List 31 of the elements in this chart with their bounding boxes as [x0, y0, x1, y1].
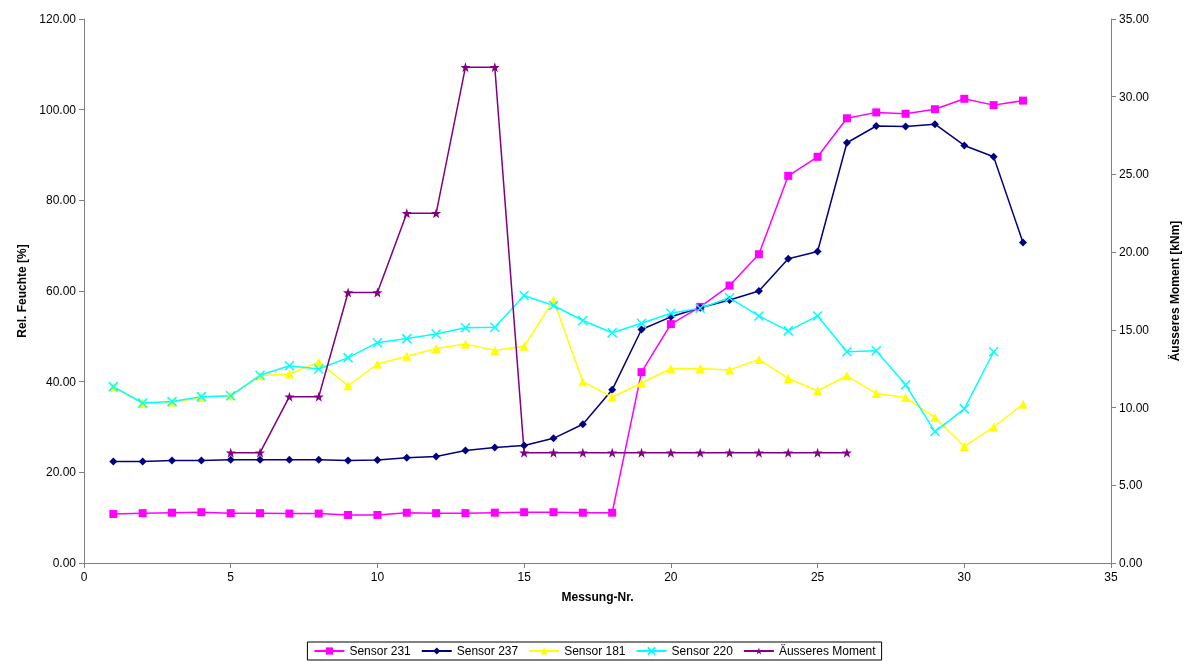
- x-tick-label: 10: [370, 570, 385, 584]
- legend-label: Äusseres Moment: [778, 644, 877, 658]
- legend-label: Sensor 181: [564, 644, 626, 658]
- y2-tick-label: 25.00: [1119, 167, 1150, 182]
- y-tick-label: 120.00: [39, 12, 77, 26]
- x-tick-label: 30: [957, 570, 972, 584]
- x-tick-label: 25: [810, 570, 825, 584]
- legend-label: Sensor 231: [349, 644, 412, 658]
- y-tick-label: 40.00: [45, 374, 77, 389]
- y2-tick-label: 0.00: [1119, 556, 1143, 570]
- x-axis-title: Messung-Nr.: [561, 590, 634, 604]
- x-tick-label: 5: [227, 570, 235, 584]
- y-tick-label: 80.00: [45, 193, 77, 208]
- y-tick-label: 20.00: [45, 465, 77, 480]
- y2-tick-label: 5.00: [1119, 478, 1143, 493]
- y2-tick-label: 30.00: [1119, 89, 1150, 104]
- legend-label: Sensor 237: [456, 644, 519, 658]
- y2-tick-label: 35.00: [1119, 12, 1150, 26]
- y2-tick-label: 15.00: [1119, 322, 1150, 337]
- y-tick-label: 100.00: [39, 102, 77, 117]
- x-tick-label: 20: [664, 570, 678, 584]
- y-tick-label: 60.00: [45, 284, 77, 298]
- x-tick-label: 0: [80, 570, 88, 584]
- y-tick-label: 0.00: [52, 556, 77, 570]
- y-axis-title: Rel. Feuchte [%]: [15, 244, 30, 338]
- y2-tick-label: 20.00: [1119, 245, 1150, 260]
- x-tick-label: 35: [1104, 570, 1118, 584]
- legend-label: Sensor 220: [671, 644, 734, 658]
- x-tick-label: 15: [517, 570, 532, 584]
- y2-tick-label: 10.00: [1119, 400, 1150, 415]
- y2-axis-title: Äusseres Moment [kNm]: [1167, 220, 1182, 362]
